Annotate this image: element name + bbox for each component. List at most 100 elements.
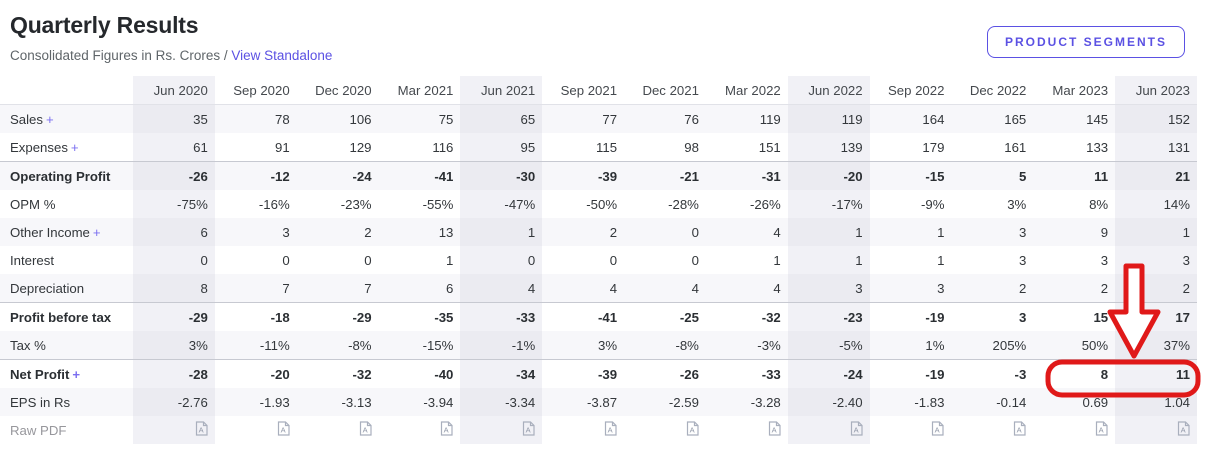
cell-eps-in-rs-sep-2022: -1.83	[914, 394, 945, 410]
pdf-file-icon[interactable]: A	[768, 421, 781, 436]
raw-pdf-cell: A	[706, 416, 788, 444]
cell-expenses-mar-2023: 133	[1086, 139, 1109, 155]
cell-operating-profit-jun-2023: 21	[1115, 161, 1197, 190]
cell-tax-mar-2023: 50%	[1081, 337, 1109, 353]
cell-interest-mar-2022: 1	[773, 252, 781, 268]
table-row-expenses: Expenses + 61 91 129 116 95 115 98 151 139 179 161 13…	[0, 133, 1197, 162]
raw-pdf-cell: A	[951, 416, 1033, 444]
view-standalone-link[interactable]: View Standalone	[231, 48, 333, 63]
pdf-file-icon[interactable]: A	[1013, 421, 1026, 436]
row-label-operating-profit: Operating Profit	[0, 161, 133, 190]
cell-operating-profit-mar-2023: 11	[1033, 161, 1116, 190]
cell-eps-in-rs-dec-2021: -2.59	[668, 394, 699, 410]
cell-eps-in-rs-mar-2023: 0.69	[1082, 394, 1109, 410]
cell-depreciation-mar-2021: 6	[446, 280, 454, 296]
cell-expenses-jun-2023: 131	[1115, 133, 1197, 162]
cell-other-income-dec-2020: 2	[364, 224, 372, 240]
cell-other-income-jun-2023: 1	[1115, 218, 1197, 246]
cell-profit-before-tax-dec-2021: -25	[624, 302, 706, 331]
svg-text:A: A	[1099, 425, 1104, 434]
column-header-jun-2020: Jun 2020	[133, 76, 215, 105]
cell-net-profit-jun-2021: -34	[460, 359, 543, 388]
cell-expenses-sep-2021: 115	[596, 139, 618, 155]
cell-net-profit-sep-2021: -39	[542, 359, 625, 388]
cell-profit-before-tax-dec-2020: -29	[296, 302, 379, 331]
subtitle: Consolidated Figures in Rs. Crores / Vie…	[10, 48, 1195, 63]
expand-button-expenses[interactable]: +	[70, 139, 79, 155]
svg-text:A: A	[362, 425, 367, 434]
cell-expenses-sep-2022: 179	[922, 139, 945, 155]
raw-pdf-cell: A	[215, 416, 297, 444]
table-row-profit-before-tax: Profit before tax -29 -18 -29 -35 -33 -41 -25 -3…	[0, 302, 1197, 331]
cell-operating-profit-sep-2022: -15	[869, 161, 952, 190]
cell-other-income-mar-2022: 4	[773, 224, 781, 240]
cell-net-profit-jun-2023: 11	[1115, 359, 1197, 388]
cell-operating-profit-jun-2020: -26	[133, 161, 215, 190]
pdf-file-icon[interactable]: A	[686, 421, 699, 436]
cell-sales-sep-2021: 77	[602, 111, 618, 127]
cell-operating-profit-dec-2022: 5	[951, 161, 1034, 190]
cell-interest-mar-2021: 1	[446, 252, 454, 268]
cell-tax-mar-2022: -3%	[757, 337, 781, 353]
table-row-depreciation: Depreciation 8 7 7 6 4 4 4 4 3 3 2 2 2	[0, 274, 1197, 303]
raw-pdf-cell: A	[379, 416, 461, 444]
row-label-depreciation: Depreciation	[10, 280, 85, 296]
expand-button-net-profit[interactable]: +	[72, 366, 81, 382]
raw-pdf-cell: A	[870, 416, 952, 444]
cell-profit-before-tax-mar-2023: 15	[1033, 302, 1116, 331]
cell-depreciation-sep-2022: 3	[937, 280, 945, 296]
row-label-interest: Interest	[10, 252, 54, 268]
raw-pdf-cell: A	[787, 416, 870, 444]
table-body: Sales +35 78 106 75 65 77 76 119 119 164 165 145 152 E…	[0, 104, 1197, 444]
cell-net-profit-sep-2022: -19	[869, 359, 952, 388]
column-header-mar-2023: Mar 2023	[1033, 76, 1116, 105]
pdf-file-icon[interactable]: A	[604, 421, 617, 436]
cell-tax-dec-2020: -8%	[348, 337, 372, 353]
pdf-file-icon[interactable]: A	[850, 421, 863, 436]
pdf-file-icon[interactable]: A	[359, 421, 372, 436]
pdf-file-icon[interactable]: A	[1177, 421, 1190, 436]
table-row-other-income: Other Income +6 3 2 13 1 2 0 4 1 1 3 9 1	[0, 218, 1197, 246]
cell-profit-before-tax-mar-2021: -35	[378, 302, 461, 331]
cell-tax-dec-2021: -8%	[675, 337, 699, 353]
table-row-operating-profit: Operating Profit -26 -12 -24 -41 -30 -39 -21 -31…	[0, 161, 1197, 190]
svg-text:A: A	[1181, 425, 1186, 434]
expand-button-other-income[interactable]: +	[92, 224, 101, 240]
raw-pdf-cell: A	[624, 416, 706, 444]
cell-operating-profit-sep-2020: -12	[214, 161, 297, 190]
cell-sales-mar-2023: 145	[1086, 111, 1109, 127]
table-row-opm: OPM % -75% -16% -23% -55% -47% -50% -28% -26% -17…	[0, 190, 1197, 218]
cell-opm-dec-2022: 3%	[1007, 196, 1027, 212]
cell-tax-sep-2022: 1%	[925, 337, 945, 353]
svg-text:A: A	[1017, 425, 1022, 434]
cell-net-profit-mar-2022: -33	[705, 359, 788, 388]
cell-profit-before-tax-dec-2022: 3	[951, 302, 1034, 331]
row-label-opm: OPM %	[10, 196, 56, 212]
pdf-file-icon[interactable]: A	[195, 421, 208, 436]
cell-depreciation-mar-2022: 4	[773, 280, 781, 296]
cell-interest-sep-2021: 0	[609, 252, 618, 268]
row-label-eps-in-rs: EPS in Rs	[10, 394, 71, 410]
column-header-jun-2022: Jun 2022	[787, 76, 870, 105]
cell-operating-profit-mar-2021: -41	[378, 161, 461, 190]
column-header-sep-2022: Sep 2022	[869, 76, 952, 105]
cell-net-profit-dec-2022: -3	[951, 359, 1034, 388]
raw-pdf-cell: A	[297, 416, 379, 444]
cell-expenses-jun-2020: 61	[133, 133, 215, 162]
pdf-file-icon[interactable]: A	[440, 421, 453, 436]
pdf-file-icon[interactable]: A	[931, 421, 945, 436]
subtitle-text: Consolidated Figures in Rs. Crores /	[10, 48, 228, 63]
row-label-profit-before-tax: Profit before tax	[0, 302, 133, 331]
expand-button-sales[interactable]: +	[46, 111, 54, 127]
product-segments-button[interactable]: PRODUCT SEGMENTS	[986, 26, 1185, 58]
cell-net-profit-sep-2020: -20	[214, 359, 297, 388]
cell-sales-jun-2020: 35	[133, 104, 215, 133]
pdf-file-icon[interactable]: A	[522, 421, 535, 436]
cell-expenses-dec-2020: 129	[349, 139, 372, 155]
cell-interest-jun-2022: 1	[787, 246, 870, 274]
pdf-file-icon[interactable]: A	[277, 421, 290, 436]
cell-tax-sep-2021: 3%	[598, 337, 618, 353]
cell-depreciation-mar-2023: 2	[1100, 280, 1109, 296]
cell-other-income-sep-2022: 1	[937, 224, 945, 240]
pdf-file-icon[interactable]: A	[1095, 421, 1108, 436]
